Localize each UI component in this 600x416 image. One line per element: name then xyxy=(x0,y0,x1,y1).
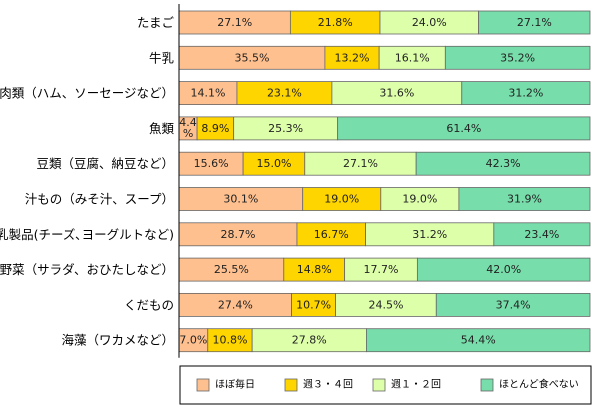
data-label: 23.1% xyxy=(267,87,302,100)
data-label: 35.5% xyxy=(234,51,269,64)
bar-segment xyxy=(458,187,591,211)
legend-label: 週３・４回 xyxy=(303,379,353,391)
data-label: 31.2% xyxy=(412,228,447,241)
data-label: 25.3% xyxy=(268,122,303,135)
data-label: 27.1% xyxy=(343,157,378,170)
bars: 27.1% 21.8% 24.0% 27.1% 35.5% 13.2% 16.1% 35.2%… xyxy=(178,10,591,353)
category-label: 野菜（サラダ、おひたしなど） xyxy=(0,262,174,277)
data-label: 4.4% xyxy=(179,116,197,140)
data-label: 61.4% xyxy=(446,122,481,135)
legend-box xyxy=(179,365,592,405)
legend-swatch xyxy=(480,378,494,392)
data-label: 17.7% xyxy=(364,263,399,276)
category-label: くだもの xyxy=(124,297,174,312)
data-label: 14.8% xyxy=(297,263,332,276)
data-label: 31.2% xyxy=(508,87,543,100)
data-label: 10.7% xyxy=(296,298,331,311)
data-label: 8.9% xyxy=(201,122,229,135)
category-label: たまご xyxy=(137,15,175,30)
data-label: 25.5% xyxy=(214,263,249,276)
bar-segment xyxy=(416,257,591,282)
data-label: 28.7% xyxy=(221,228,256,241)
bar-segment xyxy=(435,292,591,317)
category-label: 肉類（ハム、ソーセージなど） xyxy=(0,86,174,101)
data-label: 16.1% xyxy=(395,51,430,64)
bar-segment xyxy=(415,151,591,176)
legend-label: 週１・２回 xyxy=(391,379,441,391)
bar-segment xyxy=(337,116,591,141)
data-label: 37.4% xyxy=(496,298,531,311)
category-label: 汁もの（みそ汁、スープ） xyxy=(25,192,174,207)
data-label: 24.0% xyxy=(412,16,447,29)
data-label: 27.1% xyxy=(517,16,552,29)
data-label: 15.6% xyxy=(194,157,229,170)
data-label: 42.0% xyxy=(486,263,521,276)
data-label: 19.0% xyxy=(402,193,437,206)
category-label: 乳製品(チーズ､ヨーグルトなど) xyxy=(0,227,174,242)
data-label: 24.5% xyxy=(368,298,403,311)
bar-segment xyxy=(461,81,591,105)
data-label: 30.1% xyxy=(223,193,258,206)
legend-swatch xyxy=(196,378,210,392)
data-label: 10.8% xyxy=(212,334,247,347)
data-label: 31.6% xyxy=(379,87,414,100)
data-label: 21.8% xyxy=(318,16,353,29)
legend-swatch xyxy=(284,378,298,392)
category-label: 魚類 xyxy=(149,121,175,136)
data-label: 31.9% xyxy=(507,193,542,206)
data-label: 23.4% xyxy=(524,228,559,241)
bar-segment xyxy=(444,45,591,70)
bar-segment xyxy=(366,328,591,353)
legend: ほぼ毎日 週３・４回 週１・２回 ほとんど食べない xyxy=(179,365,592,405)
data-label: 15.0% xyxy=(256,157,291,170)
legend-label: ほとんど食べない xyxy=(499,378,579,391)
bar-segment xyxy=(493,222,591,247)
category-label: 豆類（豆腐、納豆など） xyxy=(36,156,174,171)
data-label: 27.8% xyxy=(292,334,327,347)
data-label: 14.1% xyxy=(190,87,225,100)
data-label: 54.4% xyxy=(461,334,496,347)
data-label: 19.0% xyxy=(324,193,359,206)
data-label: 42.3% xyxy=(486,157,521,170)
data-label: 27.4% xyxy=(218,298,253,311)
data-label: 27.1% xyxy=(217,16,252,29)
data-label: 13.2% xyxy=(335,51,370,64)
legend-label: ほぼ毎日 xyxy=(215,378,255,391)
legend-swatch xyxy=(372,378,386,392)
data-label: 16.7% xyxy=(314,228,349,241)
category-label: 海藻（ワカメなど） xyxy=(61,333,174,348)
category-label: 牛乳 xyxy=(149,50,174,65)
data-label: 7.0% xyxy=(179,334,207,347)
bar-segment xyxy=(478,10,591,35)
data-label: 35.2% xyxy=(500,51,535,64)
